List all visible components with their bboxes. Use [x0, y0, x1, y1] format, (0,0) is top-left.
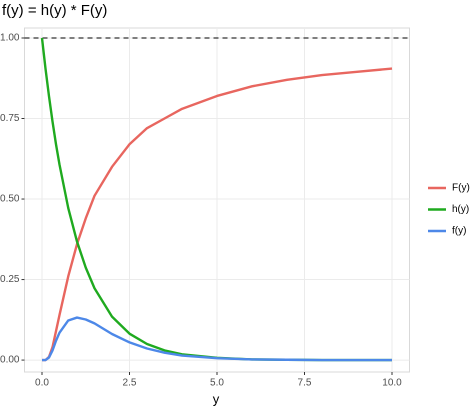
x-tick-label: 7.5 [298, 378, 312, 389]
y-tick-label: 0.00 [0, 355, 20, 366]
y-tick-label: 0.75 [0, 113, 20, 124]
legend-label: h(y) [452, 204, 469, 215]
series-line [42, 316, 392, 362]
series-line [42, 67, 393, 362]
x-tick-label: 5.0 [210, 378, 224, 389]
x-axis-title: y [213, 391, 220, 406]
y-tick-label: 1.00 [0, 33, 20, 44]
chart-title: f(y) = h(y) * F(y) [2, 2, 107, 19]
x-tick-label: 10.0 [382, 378, 402, 389]
y-tick-label: 0.50 [0, 194, 20, 205]
legend-label: f(y) [452, 226, 466, 237]
legend-label: F(y) [452, 183, 470, 194]
x-tick-label: 2.5 [123, 378, 137, 389]
x-tick-label: 0.0 [35, 378, 49, 389]
y-tick-label: 0.25 [0, 274, 20, 285]
